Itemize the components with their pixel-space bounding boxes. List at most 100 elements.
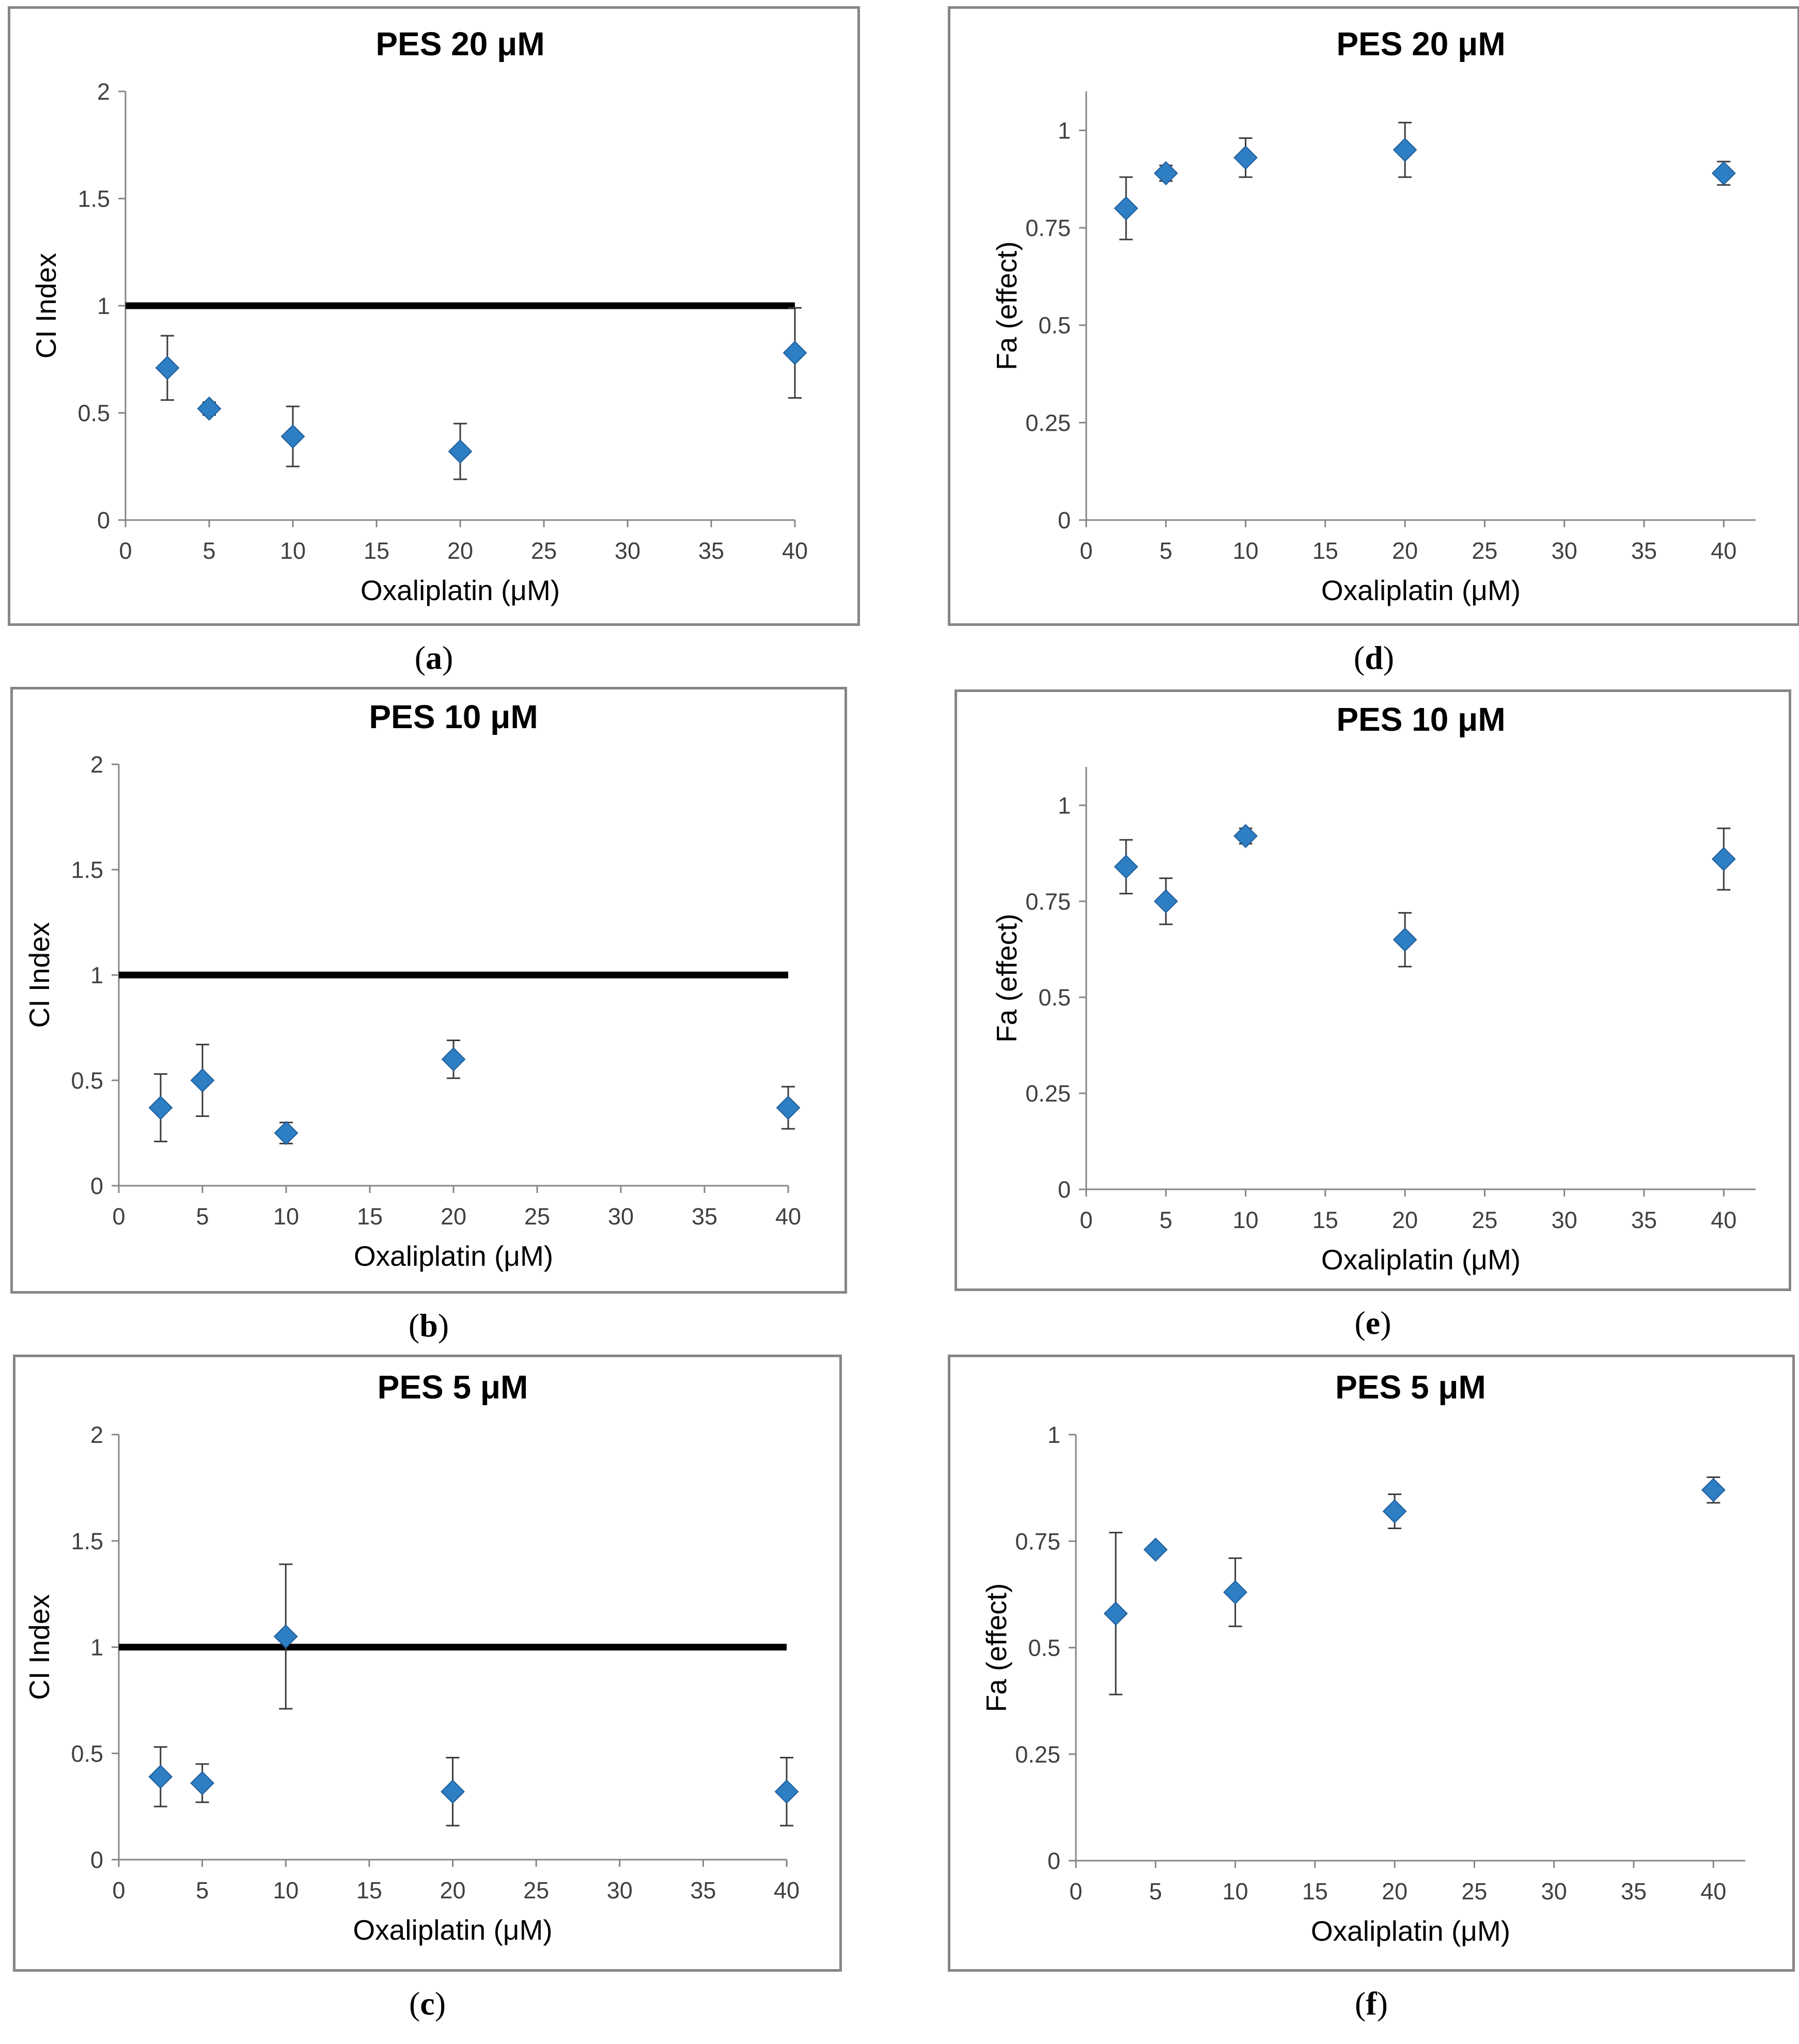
data-point bbox=[1153, 161, 1178, 185]
x-tick-label: 10 bbox=[1233, 538, 1259, 564]
x-tick-label: 35 bbox=[690, 1877, 716, 1904]
panel-caption-letter: b bbox=[419, 1307, 438, 1344]
x-tick-label: 35 bbox=[692, 1203, 717, 1230]
data-point bbox=[1143, 1537, 1168, 1562]
panel-e: PES 10 μM 0 0.25 0.5 0.75 1 0 5 10 15 20 25 30 35 40 Ox… bbox=[955, 689, 1791, 1363]
data-point bbox=[148, 1073, 173, 1142]
panel-caption: (e) bbox=[1354, 1304, 1391, 1341]
chart-frame bbox=[8, 6, 860, 626]
data-point bbox=[1153, 877, 1178, 925]
chart-title: PES 5 μM bbox=[1335, 1369, 1486, 1406]
x-tick-label: 10 bbox=[273, 1877, 299, 1904]
x-tick-label: 35 bbox=[1621, 1878, 1647, 1905]
data-point bbox=[1233, 824, 1258, 848]
y-tick-label: 0 bbox=[1047, 1848, 1060, 1874]
data-point bbox=[273, 1563, 298, 1710]
x-tick-label: 35 bbox=[1631, 1207, 1657, 1233]
y-tick-label: 0.5 bbox=[71, 1067, 103, 1094]
y-tick-label: 2 bbox=[90, 1422, 103, 1448]
data-point bbox=[1711, 161, 1736, 186]
diamond-marker bbox=[776, 1095, 801, 1120]
x-tick-label: 25 bbox=[531, 538, 557, 564]
data-point bbox=[1701, 1476, 1726, 1504]
data-point bbox=[448, 422, 473, 480]
diamond-marker bbox=[274, 1121, 299, 1145]
diamond-marker bbox=[1153, 889, 1178, 914]
y-tick-label: 1 bbox=[90, 962, 103, 988]
y-tick-label: 1.5 bbox=[77, 186, 110, 212]
x-tick-label: 5 bbox=[196, 1877, 209, 1904]
panel-caption-letter: c bbox=[420, 1985, 435, 2022]
chart-frame bbox=[10, 687, 847, 1294]
y-tick-label: 1 bbox=[1058, 792, 1071, 819]
x-tick-label: 5 bbox=[202, 538, 215, 564]
y-tick-label: 0.5 bbox=[1038, 984, 1071, 1011]
diamond-marker bbox=[783, 340, 807, 365]
x-axis-title: Oxaliplatin (μM) bbox=[1321, 1244, 1521, 1276]
x-tick-label: 35 bbox=[1631, 538, 1657, 564]
x-tick-label: 15 bbox=[356, 1877, 382, 1904]
data-point bbox=[274, 1121, 299, 1145]
data-point bbox=[155, 335, 180, 401]
diamond-marker bbox=[148, 1095, 173, 1120]
chart-frame bbox=[13, 1355, 842, 1972]
panel-caption: (f) bbox=[1355, 1985, 1388, 2022]
data-point bbox=[190, 1044, 215, 1117]
x-tick-label: 40 bbox=[774, 1877, 800, 1904]
panel-caption: (d) bbox=[1353, 639, 1395, 676]
data-point bbox=[1393, 912, 1417, 968]
panel-d: PES 20 μM 0 0.25 0.5 0.75 1 0 5 10 15 20 25 30 35 40 Ox… bbox=[948, 6, 1799, 698]
x-tick-label: 20 bbox=[1382, 1878, 1407, 1905]
diamond-marker bbox=[155, 355, 180, 380]
panel-a: PES 20 μM 0 0.5 1 1.5 2 0 5 10 15 20 25 30 35 40 Oxalip… bbox=[8, 6, 860, 698]
panel-c: PES 5 μM 0 0.5 1 1.5 2 0 5 10 15 20 25 30 35 40 Oxalipl… bbox=[13, 1355, 842, 2044]
diamond-marker bbox=[1223, 1580, 1247, 1605]
panel-caption-letter: f bbox=[1366, 1985, 1377, 2022]
x-axis-title: Oxaliplatin (μM) bbox=[361, 574, 560, 606]
x-tick-label: 40 bbox=[775, 1203, 801, 1230]
data-point bbox=[1114, 839, 1138, 894]
diamond-marker bbox=[1103, 1601, 1128, 1626]
x-tick-label: 25 bbox=[524, 1203, 550, 1230]
diamond-marker bbox=[190, 1771, 215, 1796]
y-axis-title: CI Index bbox=[23, 922, 55, 1028]
x-axis-title: Oxaliplatin (μM) bbox=[354, 1240, 553, 1272]
y-tick-label: 0 bbox=[90, 1173, 103, 1199]
y-tick-label: 1 bbox=[1047, 1422, 1060, 1448]
x-tick-label: 40 bbox=[1711, 538, 1737, 564]
y-tick-label: 0 bbox=[90, 1847, 103, 1873]
y-tick-label: 0 bbox=[97, 507, 110, 533]
diamond-marker bbox=[148, 1765, 173, 1789]
y-tick-label: 0.5 bbox=[71, 1740, 103, 1767]
x-tick-label: 20 bbox=[440, 1877, 465, 1904]
diamond-marker bbox=[1143, 1537, 1168, 1562]
x-tick-label: 20 bbox=[1392, 538, 1418, 564]
x-tick-label: 10 bbox=[1233, 1207, 1259, 1233]
x-tick-label: 20 bbox=[441, 1203, 466, 1230]
chart-frame bbox=[948, 1355, 1795, 1972]
data-point bbox=[148, 1746, 173, 1807]
panel-caption: (c) bbox=[409, 1985, 446, 2022]
x-axis-title: Oxaliplatin (μM) bbox=[1321, 574, 1521, 606]
panel-caption-letter: a bbox=[426, 639, 442, 676]
x-tick-label: 30 bbox=[1541, 1878, 1567, 1905]
data-point bbox=[197, 396, 222, 421]
chart-frame bbox=[948, 6, 1799, 626]
chart-title: PES 10 μM bbox=[1336, 701, 1505, 738]
y-axis-title: CI Index bbox=[30, 253, 62, 359]
x-tick-label: 30 bbox=[607, 1877, 633, 1904]
chart-title: PES 5 μM bbox=[378, 1369, 528, 1406]
diamond-marker bbox=[448, 439, 473, 464]
diamond-marker bbox=[1711, 161, 1736, 185]
y-tick-label: 0.75 bbox=[1025, 888, 1071, 915]
diamond-marker bbox=[273, 1624, 298, 1649]
y-tick-label: 1.5 bbox=[71, 857, 103, 883]
x-tick-label: 25 bbox=[1472, 538, 1497, 564]
x-tick-label: 0 bbox=[119, 538, 132, 564]
data-point bbox=[1382, 1493, 1407, 1529]
y-tick-label: 1 bbox=[97, 293, 110, 319]
x-axis-title: Oxaliplatin (μM) bbox=[353, 1914, 552, 1946]
